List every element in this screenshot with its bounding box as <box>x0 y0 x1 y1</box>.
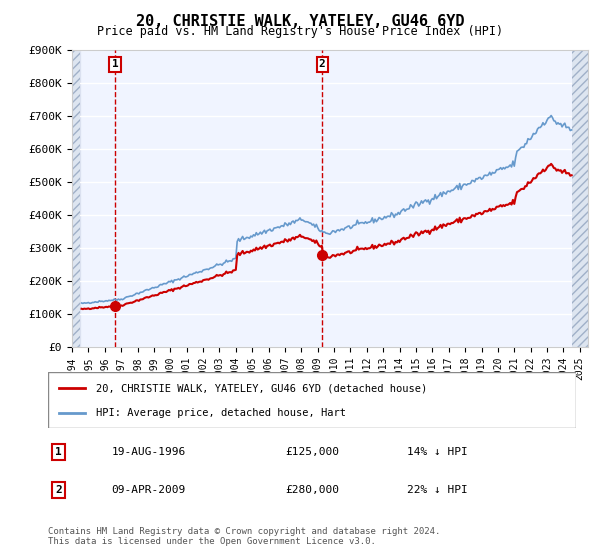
Text: £125,000: £125,000 <box>286 447 340 457</box>
Text: Contains HM Land Registry data © Crown copyright and database right 2024.
This d: Contains HM Land Registry data © Crown c… <box>48 526 440 546</box>
Bar <box>572 50 588 347</box>
Text: £280,000: £280,000 <box>286 485 340 495</box>
Text: 19-AUG-1996: 19-AUG-1996 <box>112 447 185 457</box>
Text: 14% ↓ HPI: 14% ↓ HPI <box>407 447 468 457</box>
Text: 20, CHRISTIE WALK, YATELEY, GU46 6YD (detached house): 20, CHRISTIE WALK, YATELEY, GU46 6YD (de… <box>95 383 427 393</box>
Text: 22% ↓ HPI: 22% ↓ HPI <box>407 485 468 495</box>
Text: HPI: Average price, detached house, Hart: HPI: Average price, detached house, Hart <box>95 408 346 418</box>
Text: 2: 2 <box>55 485 62 495</box>
Text: Price paid vs. HM Land Registry's House Price Index (HPI): Price paid vs. HM Land Registry's House … <box>97 25 503 38</box>
Text: 1: 1 <box>112 59 118 69</box>
Text: 1: 1 <box>55 447 62 457</box>
FancyBboxPatch shape <box>48 372 576 428</box>
Text: 2: 2 <box>319 59 326 69</box>
Text: 20, CHRISTIE WALK, YATELEY, GU46 6YD: 20, CHRISTIE WALK, YATELEY, GU46 6YD <box>136 14 464 29</box>
Bar <box>72 50 80 347</box>
Text: 09-APR-2009: 09-APR-2009 <box>112 485 185 495</box>
Bar <box>72 50 80 347</box>
